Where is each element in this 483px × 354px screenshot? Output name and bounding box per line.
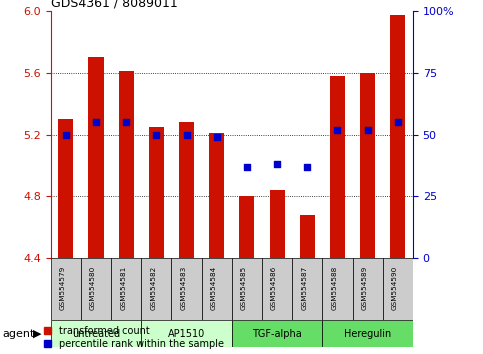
Point xyxy=(303,164,311,170)
Legend: transformed count, percentile rank within the sample: transformed count, percentile rank withi… xyxy=(43,326,224,349)
Bar xyxy=(292,258,323,320)
Text: GSM554587: GSM554587 xyxy=(301,266,307,310)
Point xyxy=(273,161,281,167)
Point xyxy=(394,119,402,125)
Bar xyxy=(232,320,323,347)
Text: GSM554581: GSM554581 xyxy=(120,266,126,310)
Text: GSM554583: GSM554583 xyxy=(181,266,186,310)
Text: GSM554589: GSM554589 xyxy=(362,266,368,310)
Text: GSM554588: GSM554588 xyxy=(331,266,338,310)
Bar xyxy=(58,119,73,258)
Bar xyxy=(390,15,405,258)
Bar xyxy=(323,258,353,320)
Point xyxy=(213,134,221,140)
Point xyxy=(153,132,160,137)
Point xyxy=(243,164,251,170)
Bar xyxy=(202,258,232,320)
Bar xyxy=(323,320,413,347)
Text: GDS4361 / 8089011: GDS4361 / 8089011 xyxy=(51,0,177,10)
Text: GSM554585: GSM554585 xyxy=(241,266,247,310)
Bar xyxy=(353,258,383,320)
Bar xyxy=(88,57,103,258)
Point xyxy=(122,119,130,125)
Bar xyxy=(119,71,134,258)
Text: agent: agent xyxy=(2,329,35,339)
Point xyxy=(62,132,70,137)
Bar xyxy=(81,258,111,320)
Bar xyxy=(51,258,81,320)
Text: GSM554590: GSM554590 xyxy=(392,266,398,310)
Bar xyxy=(383,258,413,320)
Bar xyxy=(360,73,375,258)
Text: Heregulin: Heregulin xyxy=(344,329,391,339)
Text: GSM554579: GSM554579 xyxy=(60,266,66,310)
Point xyxy=(334,127,341,132)
Bar xyxy=(179,122,194,258)
Text: TGF-alpha: TGF-alpha xyxy=(252,329,302,339)
Text: GSM554580: GSM554580 xyxy=(90,266,96,310)
Bar xyxy=(270,190,284,258)
Bar xyxy=(232,258,262,320)
Bar xyxy=(149,127,164,258)
Point xyxy=(183,132,190,137)
Text: untreated: untreated xyxy=(72,329,120,339)
Bar xyxy=(142,320,232,347)
Bar xyxy=(240,196,255,258)
Text: GSM554584: GSM554584 xyxy=(211,266,217,310)
Bar xyxy=(111,258,142,320)
Bar xyxy=(142,258,171,320)
Text: ▶: ▶ xyxy=(33,329,42,339)
Text: GSM554582: GSM554582 xyxy=(150,266,156,310)
Bar xyxy=(51,320,142,347)
Bar xyxy=(300,215,315,258)
Text: AP1510: AP1510 xyxy=(168,329,205,339)
Bar xyxy=(171,258,202,320)
Text: GSM554586: GSM554586 xyxy=(271,266,277,310)
Point xyxy=(364,127,371,132)
Point xyxy=(92,119,100,125)
Bar xyxy=(262,258,292,320)
Bar xyxy=(330,76,345,258)
Bar xyxy=(209,133,224,258)
